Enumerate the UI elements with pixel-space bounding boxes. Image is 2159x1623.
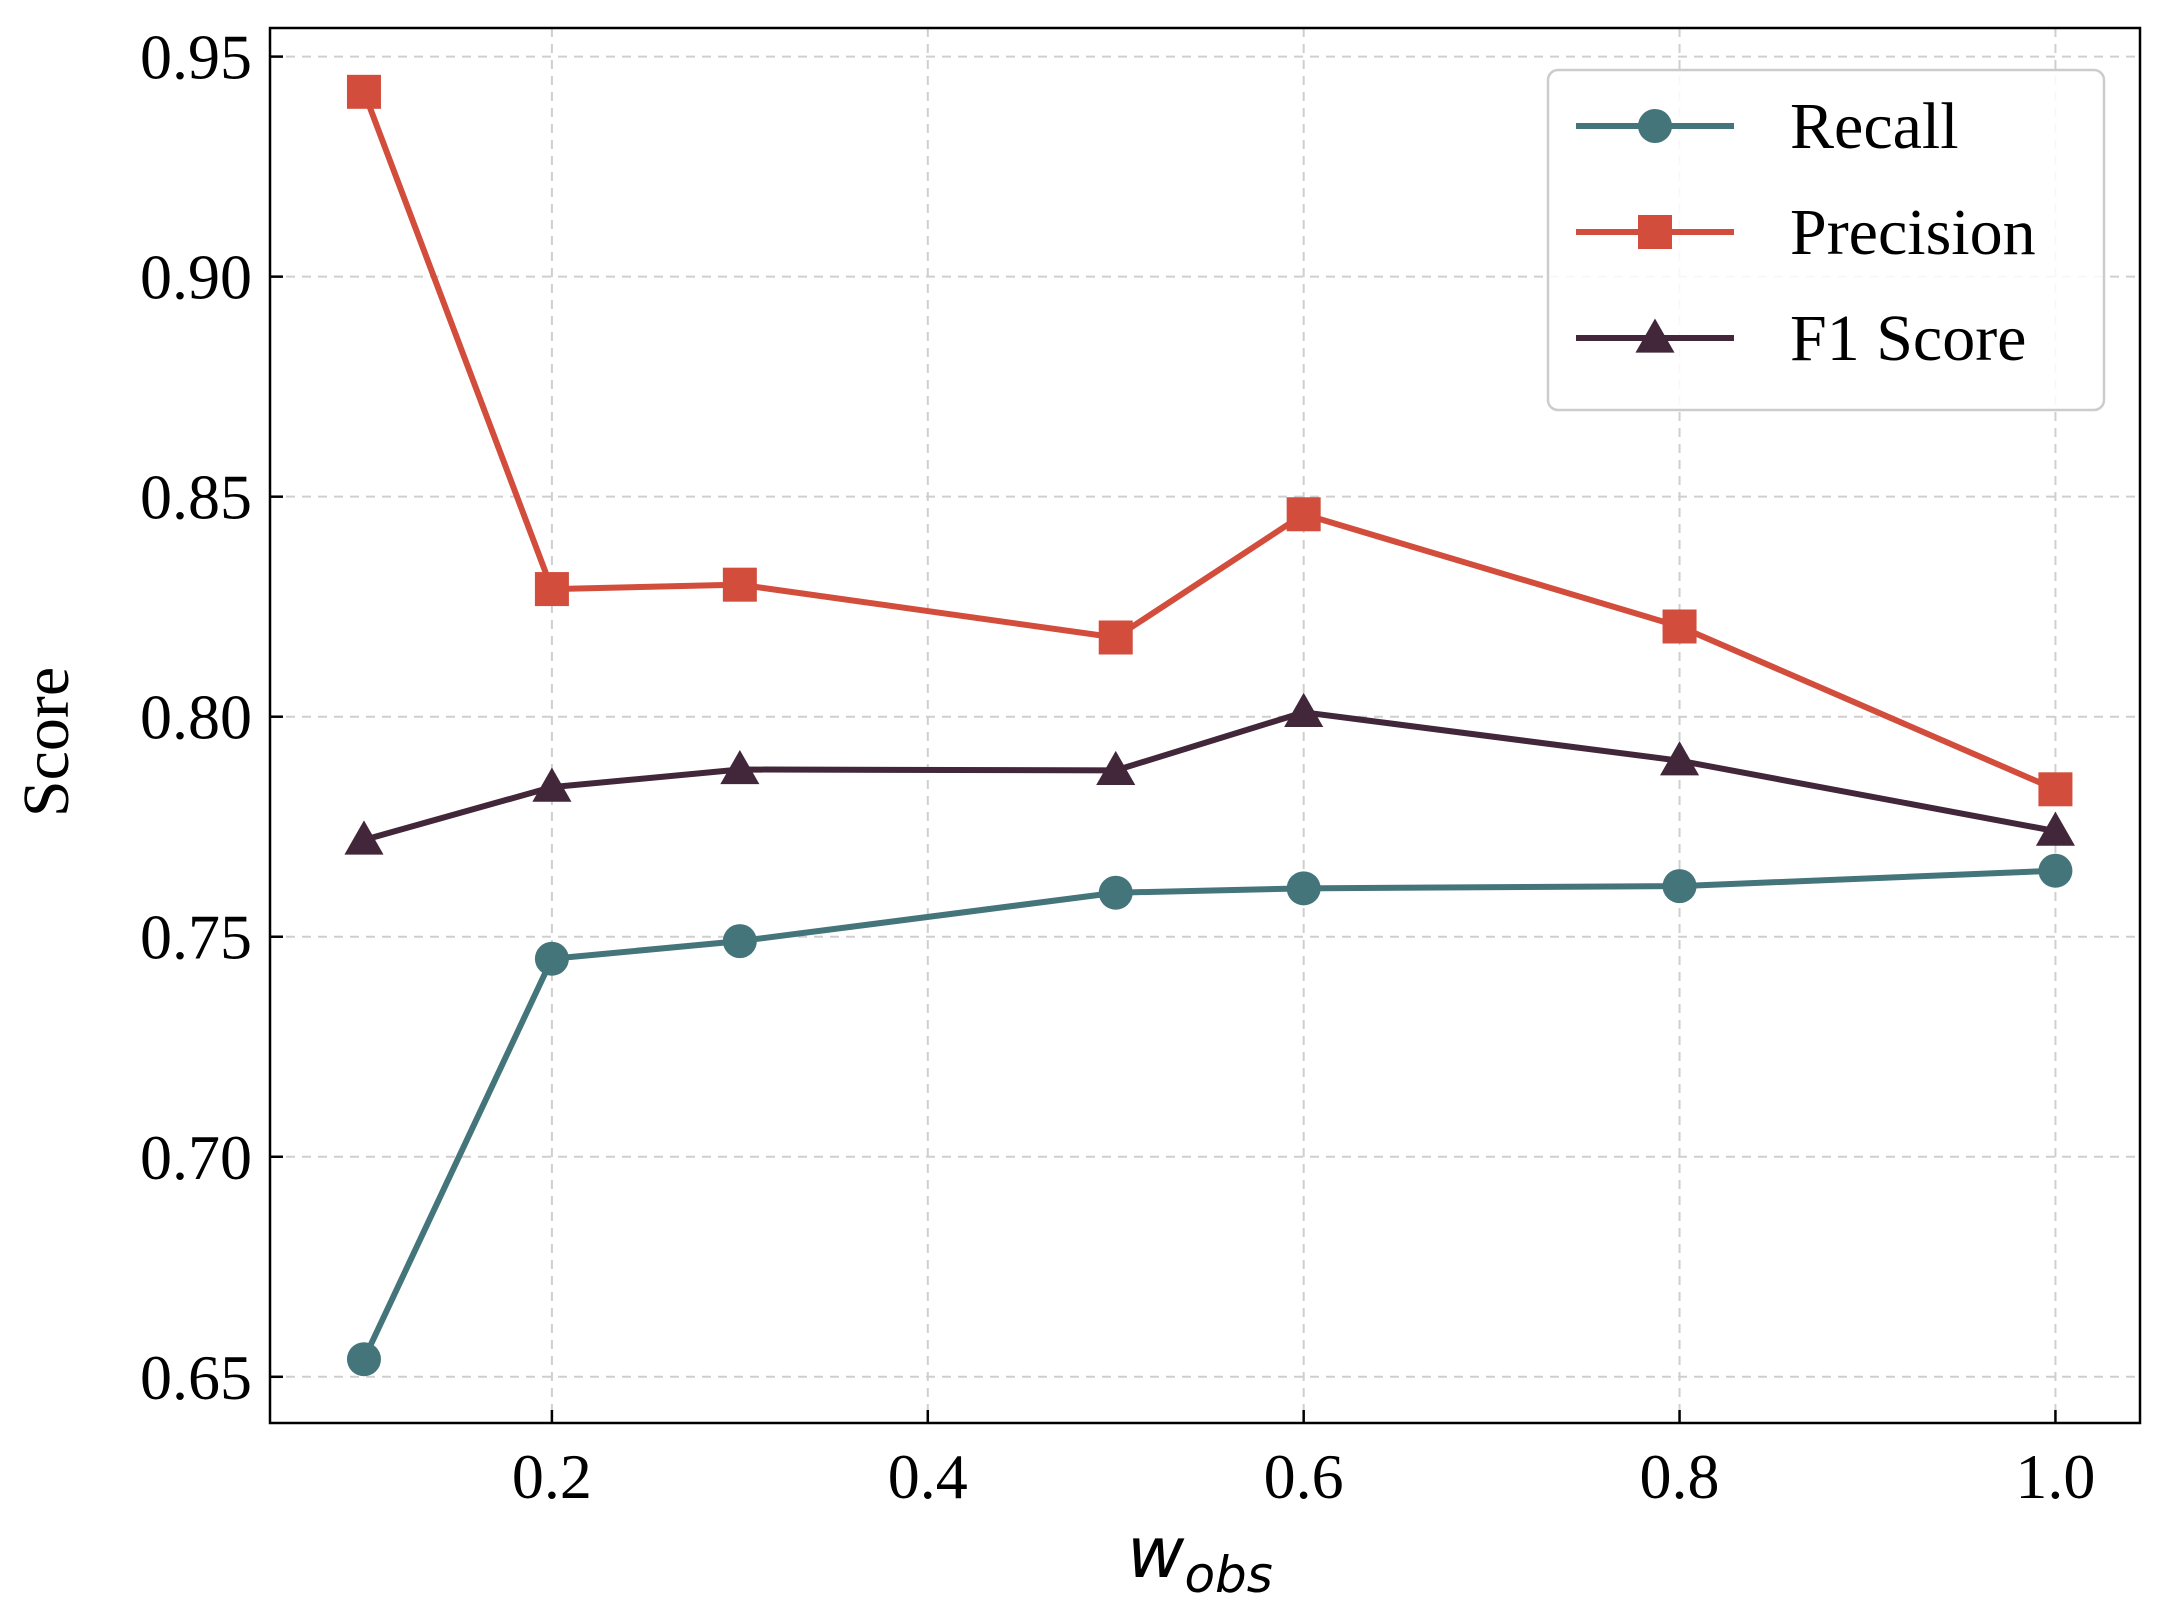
series-recall bbox=[346, 853, 2073, 1377]
legend-item-recall: Recall bbox=[1576, 90, 1959, 163]
f1-score-point bbox=[720, 749, 760, 785]
precision-point bbox=[346, 74, 381, 109]
f1-score-point bbox=[1096, 750, 1136, 786]
y-tick-label: 0.95 bbox=[140, 22, 252, 93]
recall-point bbox=[534, 941, 569, 976]
legend-marker bbox=[1638, 215, 1672, 249]
legend-label: Recall bbox=[1790, 90, 1959, 163]
legend-item-precision: Precision bbox=[1576, 196, 2036, 269]
data-series bbox=[344, 74, 2075, 1377]
f1-score-point bbox=[532, 767, 572, 802]
legend-item-f1-score: F1 Score bbox=[1576, 302, 2026, 375]
x-tick-label: 0.2 bbox=[512, 1441, 592, 1512]
f1-score-point bbox=[344, 820, 384, 855]
recall-point bbox=[2038, 853, 2073, 888]
y-tick-label: 0.85 bbox=[140, 462, 252, 533]
precision-point bbox=[722, 567, 757, 602]
recall-point bbox=[722, 924, 757, 959]
precision-point bbox=[2038, 772, 2073, 807]
legend-label: F1 Score bbox=[1790, 302, 2026, 375]
legend: Recall Precision F1 Score bbox=[1546, 68, 2106, 412]
recall-point bbox=[1286, 871, 1321, 906]
y-tick-label: 0.65 bbox=[140, 1342, 252, 1413]
x-tick-label: 0.8 bbox=[1640, 1441, 1720, 1512]
legend-box bbox=[1546, 68, 2106, 412]
axis-ticks: 0.65 0.70 0.75 0.80 0.85 0.90 0.95 0.2 0.4 0.6 0.8… bbox=[140, 22, 2095, 1512]
precision-point bbox=[534, 572, 569, 607]
series-precision bbox=[346, 74, 2073, 807]
recall-point bbox=[1098, 875, 1133, 910]
legend-marker bbox=[1638, 109, 1672, 143]
plot-frame bbox=[268, 26, 2142, 1425]
y-tick-label: 0.90 bbox=[140, 242, 252, 313]
recall-point bbox=[1662, 869, 1697, 904]
f1-score-point bbox=[1284, 692, 1324, 727]
y-tick-label: 0.70 bbox=[140, 1122, 252, 1193]
series-f1-score bbox=[344, 692, 2075, 855]
y-tick-label: 0.80 bbox=[140, 682, 252, 753]
x-axis-label: wobs bbox=[1127, 1512, 1273, 1604]
y-tick-label: 0.75 bbox=[140, 902, 252, 973]
precision-point bbox=[1098, 620, 1133, 655]
precision-point bbox=[1286, 497, 1321, 532]
y-axis-label: Score bbox=[10, 667, 83, 817]
recall-point bbox=[346, 1342, 381, 1377]
x-axis-label-main: w bbox=[1127, 1512, 1185, 1594]
legend-marker bbox=[1635, 318, 1675, 353]
x-tick-label: 0.4 bbox=[888, 1441, 968, 1512]
x-tick-label: 0.6 bbox=[1264, 1441, 1344, 1512]
x-tick-label: 1.0 bbox=[2015, 1441, 2095, 1512]
x-axis-label-subscript: obs bbox=[1184, 1546, 1272, 1604]
f1-score-point bbox=[1660, 741, 1700, 776]
legend-label: Precision bbox=[1790, 196, 2036, 269]
f1-score-point bbox=[2035, 811, 2075, 846]
precision-point bbox=[1662, 609, 1697, 644]
